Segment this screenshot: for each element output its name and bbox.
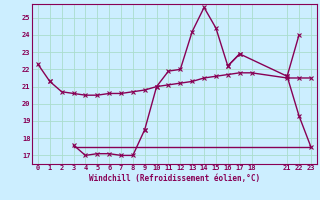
X-axis label: Windchill (Refroidissement éolien,°C): Windchill (Refroidissement éolien,°C) [89, 174, 260, 183]
